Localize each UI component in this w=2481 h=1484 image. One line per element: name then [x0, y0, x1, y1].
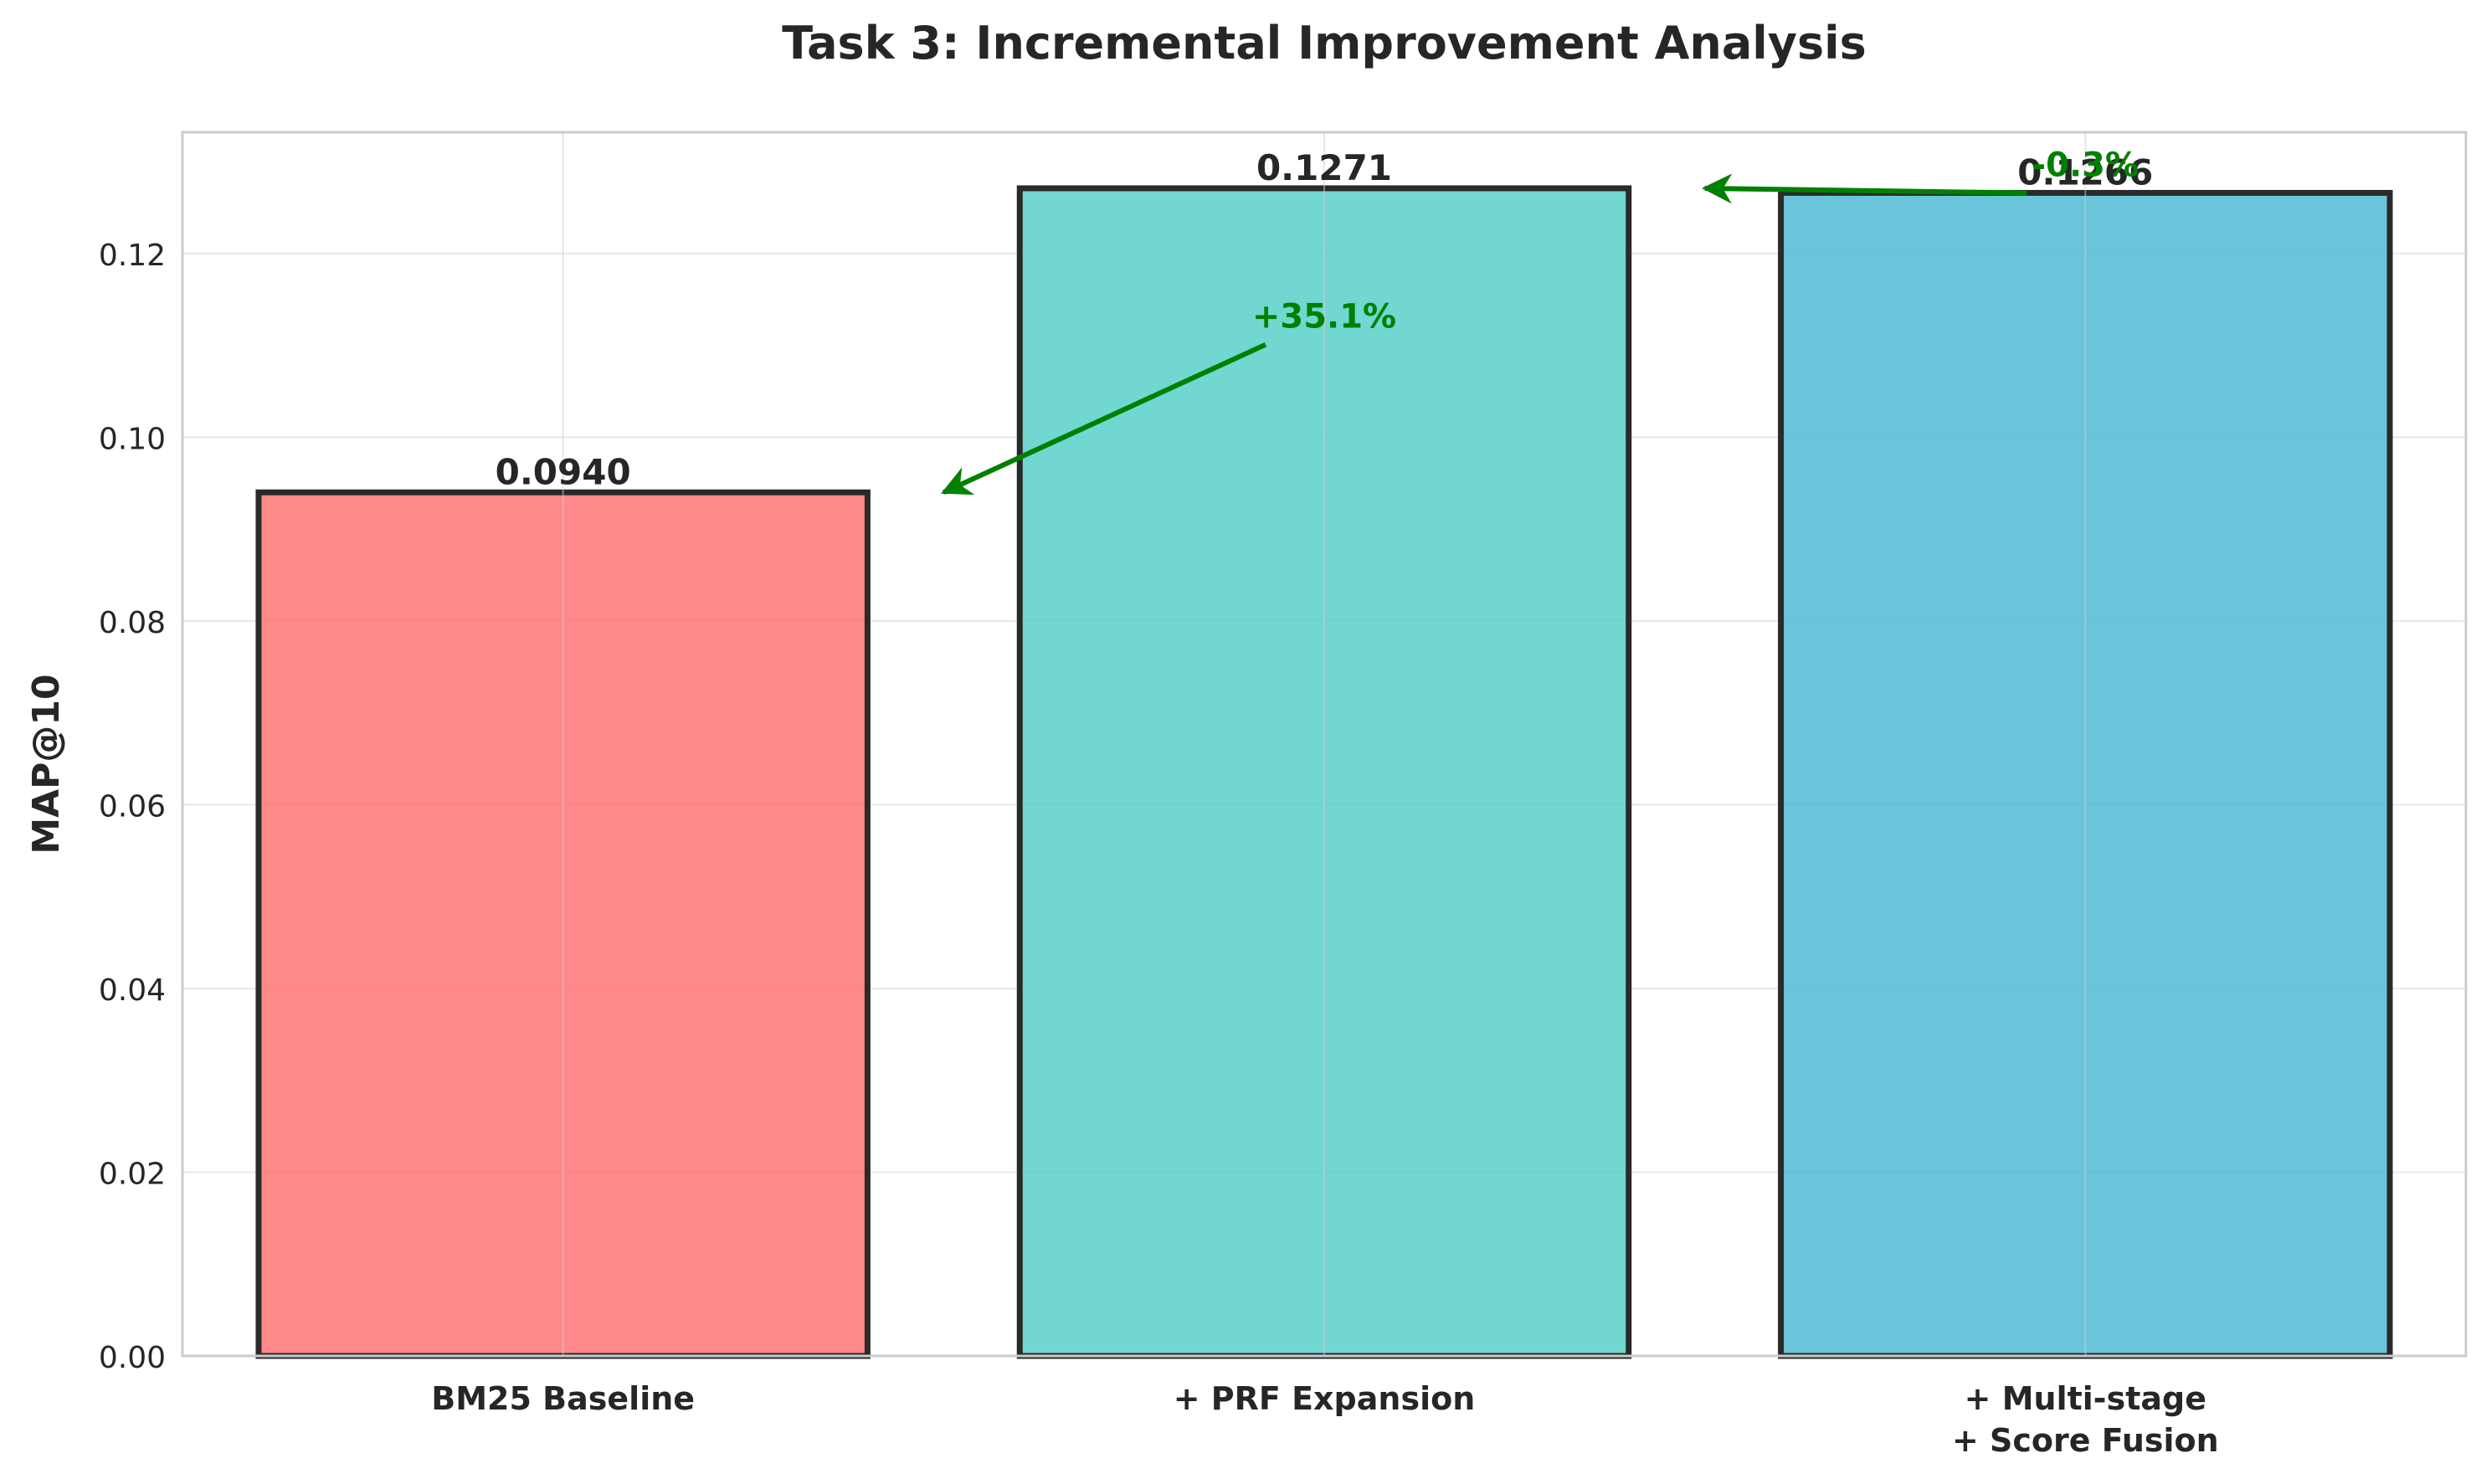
y-axis-label: MAP@10 — [25, 674, 68, 854]
bar-value-label: 0.1271 — [1256, 147, 1392, 188]
x-tick-label: + PRF Expansion — [1174, 1380, 1476, 1417]
annotation-arrow — [941, 341, 1267, 496]
bar-value-label: 0.1266 — [2017, 151, 2153, 193]
annotation-label: +35.1% — [1252, 298, 1396, 336]
axes-frame — [181, 131, 2468, 1358]
bar-value-label: 0.0940 — [496, 451, 631, 492]
plot-area: 0.00 0.02 0.04 0.06 0.08 0.10 0.12 BM25 Baselin… — [99, 131, 2468, 1459]
y-tick-label: 0.12 — [99, 239, 166, 273]
y-tick-label: 0.10 — [99, 422, 166, 456]
x-tick-label: BM25 Baseline — [431, 1380, 695, 1417]
y-tick-label: 0.04 — [99, 973, 166, 1008]
y-tick-label: 0.00 — [99, 1341, 166, 1375]
y-tick-label: 0.06 — [99, 789, 166, 824]
annotation-label: -0.3% — [2032, 146, 2139, 185]
x-tick-label: + Score Fusion — [1952, 1422, 2219, 1459]
y-tick-label: 0.02 — [99, 1157, 166, 1191]
chart-title: Task 3: Incremental Improvement Analysis — [782, 17, 1867, 69]
y-tick-label: 0.08 — [99, 606, 166, 640]
annotation-arrow — [1702, 173, 2027, 204]
x-tick-label: + Multi-stage — [1965, 1380, 2206, 1417]
